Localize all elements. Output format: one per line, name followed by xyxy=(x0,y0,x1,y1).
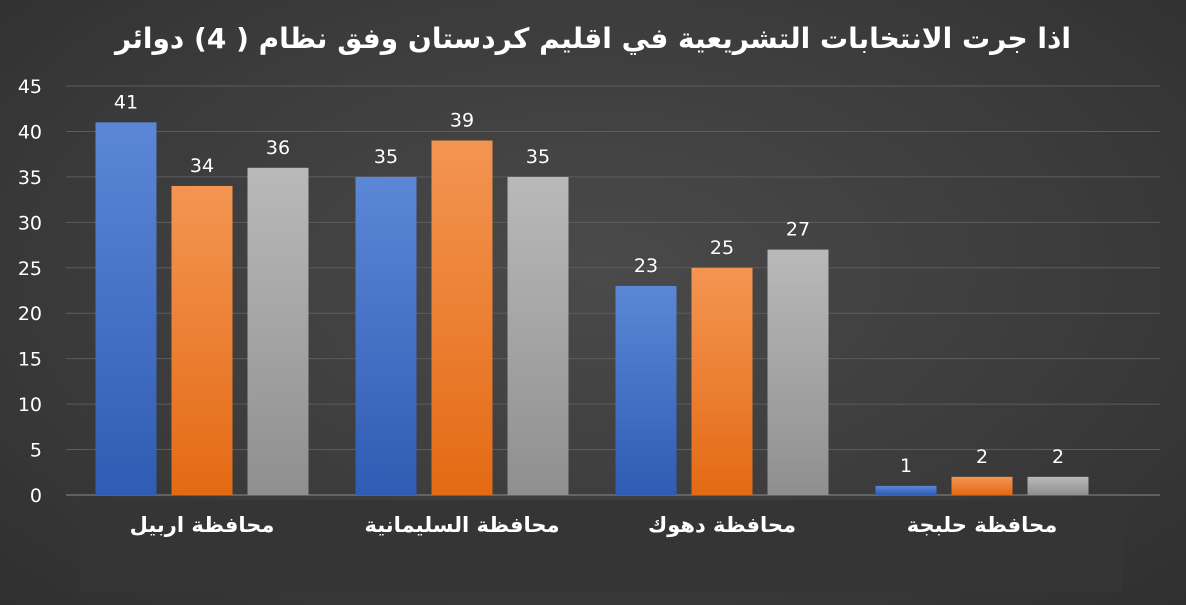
y-tick-label: 15 xyxy=(18,349,42,371)
category-label: محافظة دهوك xyxy=(648,513,796,537)
bar-series-1 xyxy=(355,176,417,495)
y-tick-label: 10 xyxy=(18,394,42,416)
bar-series-3 xyxy=(507,176,569,495)
data-label: 25 xyxy=(710,237,734,259)
data-label: 2 xyxy=(1052,446,1064,468)
y-tick-label: 20 xyxy=(18,303,42,325)
category-label-band xyxy=(80,500,1123,592)
bar-series-1 xyxy=(875,485,937,495)
y-tick-label: 0 xyxy=(30,485,42,507)
y-tick-label: 35 xyxy=(18,167,42,189)
category-label: محافظة السليمانية xyxy=(364,513,559,537)
bar-series-2 xyxy=(171,185,233,495)
bars xyxy=(95,122,1089,496)
y-tick-label: 25 xyxy=(18,258,42,280)
y-tick-label: 40 xyxy=(18,121,42,143)
bar-series-2 xyxy=(951,476,1013,495)
y-tick-label: 5 xyxy=(30,440,42,462)
y-tick-label: 30 xyxy=(18,212,42,234)
bar-series-1 xyxy=(615,285,677,495)
data-label: 35 xyxy=(526,146,550,168)
bar-series-2 xyxy=(691,267,753,495)
bar-series-3 xyxy=(767,249,829,495)
data-label: 39 xyxy=(450,110,474,132)
bar-series-3 xyxy=(1027,476,1089,495)
labels: 0 5 10 15 20 25 30 35 40 45 41 34 36 محافظة اربيل 35 39… xyxy=(18,76,1064,537)
data-label: 2 xyxy=(976,446,988,468)
data-label: 27 xyxy=(786,219,810,241)
bar-series-1 xyxy=(95,122,157,495)
category-label: محافظة حلبجة xyxy=(907,513,1057,537)
data-label: 35 xyxy=(374,146,398,168)
bar-series-3 xyxy=(247,167,309,496)
bar-series-2 xyxy=(431,140,493,496)
data-label: 23 xyxy=(634,255,658,277)
data-label: 34 xyxy=(190,155,214,177)
y-tick-label: 45 xyxy=(18,76,42,98)
category-label: محافظة اربيل xyxy=(130,513,275,537)
data-label: 1 xyxy=(900,455,912,477)
chart-title: اذا جرت الانتخابات التشريعية في اقليم كر… xyxy=(114,22,1071,55)
data-label: 36 xyxy=(266,137,290,159)
data-label: 41 xyxy=(114,91,138,113)
